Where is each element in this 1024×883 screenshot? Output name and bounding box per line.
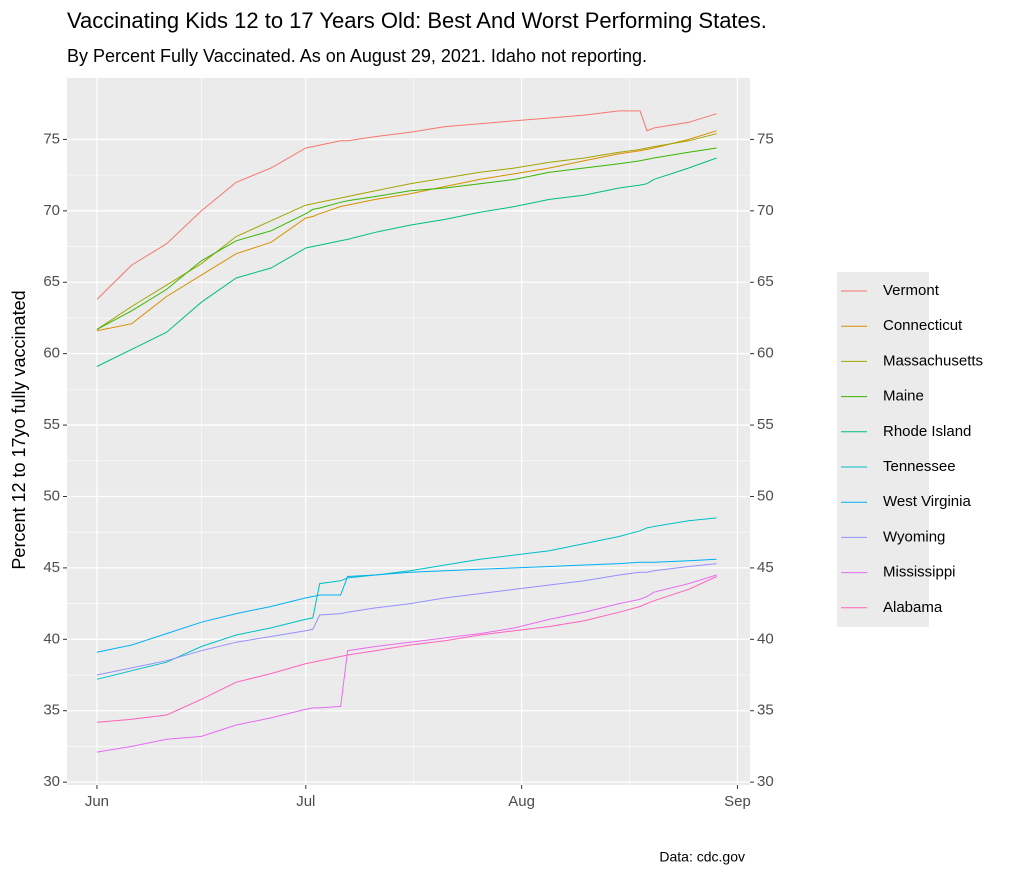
legend-label: Alabama — [883, 599, 943, 616]
y2-tick-label: 55 — [757, 416, 774, 433]
series-line — [96, 576, 717, 723]
series-line — [96, 574, 717, 753]
legend-label: Tennessee — [883, 458, 956, 475]
legend-label: Wyoming — [883, 528, 945, 545]
x-tick-label: Sep — [724, 793, 751, 810]
legend-label: Rhode Island — [883, 423, 971, 440]
legend-background — [837, 272, 929, 627]
y-tick-label: 30 — [43, 773, 60, 790]
series-line — [96, 558, 717, 653]
legend-label: Connecticut — [883, 317, 963, 334]
y2-tick-label: 75 — [757, 130, 774, 147]
caption: Data: cdc.gov — [659, 849, 745, 865]
y-tick-label: 70 — [43, 202, 60, 219]
series-line — [96, 517, 717, 680]
legend-label: Maine — [883, 388, 924, 405]
y-axis-label: Percent 12 to 17yo fully vaccinated — [9, 290, 29, 569]
series-line — [96, 133, 717, 330]
y-tick-label: 75 — [43, 130, 60, 147]
y-tick-label: 45 — [43, 559, 60, 576]
y2-tick-label: 70 — [757, 202, 774, 219]
y2-tick-label: 45 — [757, 559, 774, 576]
chart-title: Vaccinating Kids 12 to 17 Years Old: Bes… — [67, 8, 767, 33]
y2-tick-label: 50 — [757, 487, 774, 504]
y-tick-label: 40 — [43, 630, 60, 647]
legend-label: West Virginia — [883, 493, 971, 510]
y-tick-label: 35 — [43, 702, 60, 719]
y-tick-label: 55 — [43, 416, 60, 433]
y-tick-label: 50 — [43, 487, 60, 504]
series-line — [96, 563, 717, 676]
x-tick-label: Jun — [85, 793, 109, 810]
y2-tick-label: 40 — [757, 630, 774, 647]
y2-tick-label: 65 — [757, 273, 774, 290]
y2-tick-label: 35 — [757, 702, 774, 719]
series-line — [96, 130, 717, 332]
series-line — [96, 147, 717, 330]
y2-tick-label: 30 — [757, 773, 774, 790]
plot-background — [67, 78, 750, 785]
series-line — [96, 110, 717, 300]
series-line — [96, 157, 717, 367]
chart-subtitle: By Percent Fully Vaccinated. As on Augus… — [67, 46, 647, 66]
y-tick-label: 65 — [43, 273, 60, 290]
x-tick-label: Aug — [508, 793, 535, 810]
legend-label: Vermont — [883, 282, 940, 299]
y2-tick-label: 60 — [757, 345, 774, 362]
legend-label: Massachusetts — [883, 352, 983, 369]
legend-label: Mississippi — [883, 564, 956, 581]
y-tick-label: 60 — [43, 345, 60, 362]
x-tick-label: Jul — [296, 793, 315, 810]
